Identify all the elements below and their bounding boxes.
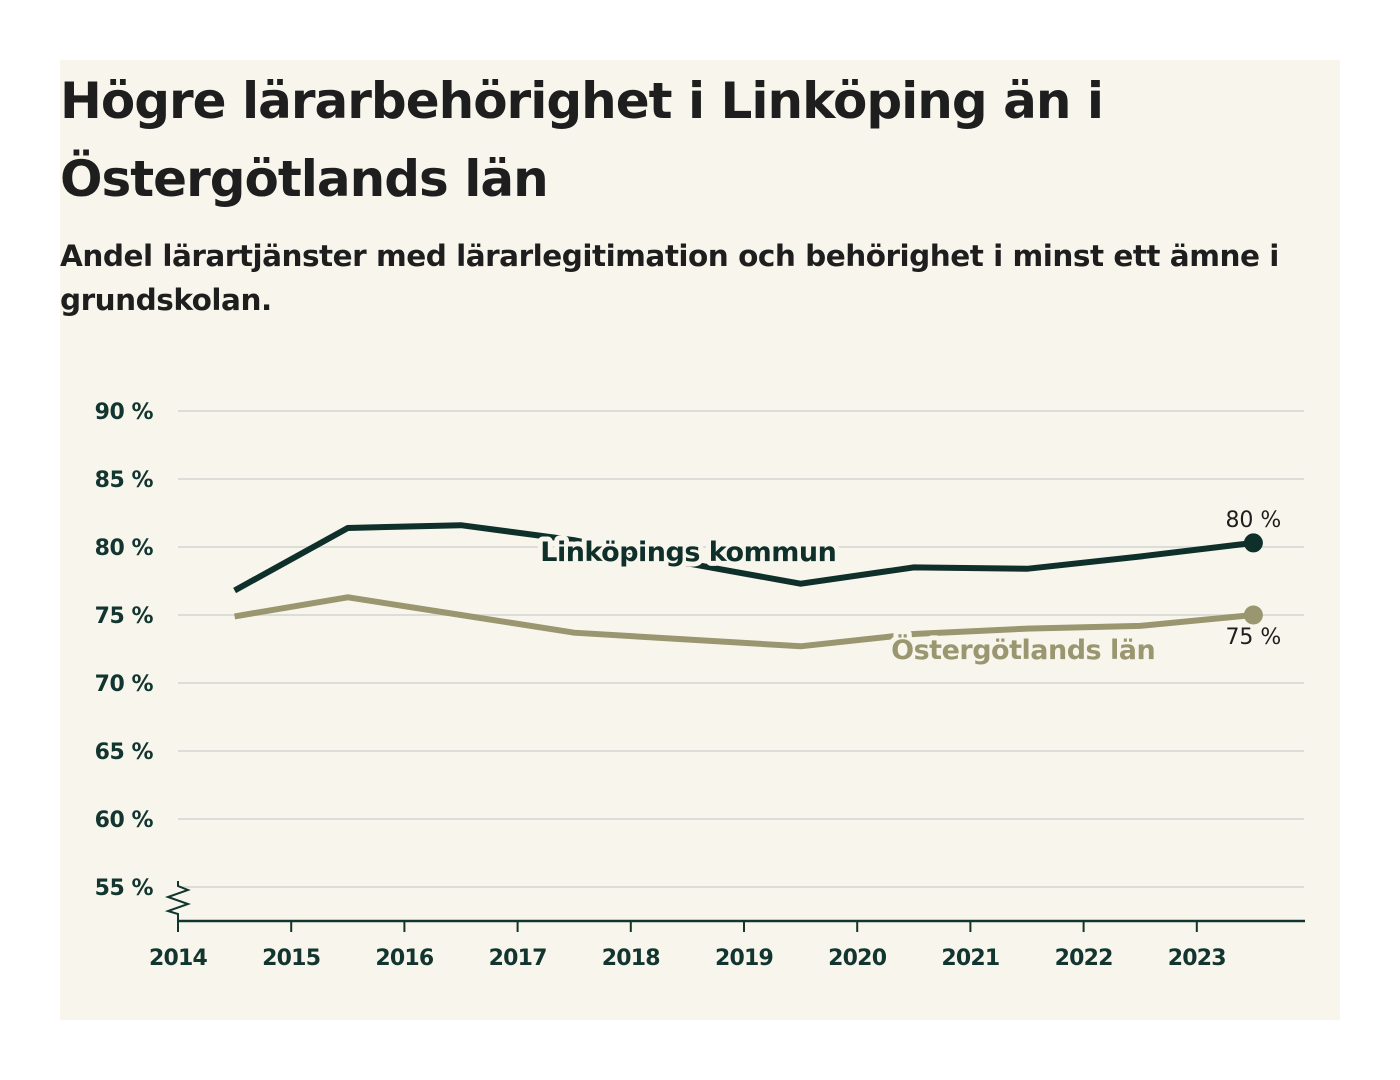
x-tick-label: 2023 bbox=[1168, 946, 1226, 971]
x-tick-label: 2021 bbox=[941, 946, 999, 971]
x-tick-label: 2022 bbox=[1055, 946, 1113, 971]
y-tick-label: 55 % bbox=[95, 876, 154, 901]
axis-break-icon bbox=[164, 881, 192, 921]
y-tick-label: 60 % bbox=[95, 808, 154, 833]
x-tick-label: 2015 bbox=[262, 946, 320, 971]
series-label-linkoping: Linköpings kommun bbox=[540, 537, 836, 568]
chart-title: Högre lärarbehörighet i Linköping än i Ö… bbox=[60, 72, 1104, 208]
series-labels: 75 % 80 % Linköpings kommun Östergötlands l… bbox=[535, 508, 1281, 671]
series-line-ostergotland bbox=[234, 594, 1254, 650]
y-tick-label: 65 % bbox=[95, 740, 154, 765]
y-tick-label: 70 % bbox=[95, 672, 154, 697]
x-tick-label: 2016 bbox=[375, 946, 434, 971]
y-axis-ticks: 90 % 85 % 80 % 75 % 70 % 65 % 60 % 55 % bbox=[95, 400, 154, 901]
series-lines bbox=[233, 522, 1263, 650]
end-point-marker bbox=[1243, 605, 1263, 625]
series-label-ostergotland: Östergötlands län bbox=[891, 633, 1155, 666]
x-tick-label: 2019 bbox=[715, 946, 773, 971]
end-value-label: 80 % bbox=[1225, 508, 1281, 533]
series-line-linkoping bbox=[233, 522, 1254, 594]
x-tick-label: 2018 bbox=[602, 946, 660, 971]
end-value-label: 75 % bbox=[1225, 625, 1281, 650]
y-tick-label: 85 % bbox=[95, 468, 154, 493]
gridlines bbox=[178, 410, 1304, 888]
chart-subtitle: Andel lärartjänster med lärarlegitimatio… bbox=[60, 239, 1279, 317]
end-point-marker bbox=[1243, 533, 1263, 553]
y-tick-label: 80 % bbox=[95, 536, 154, 561]
x-tick-label: 2014 bbox=[149, 946, 208, 971]
y-tick-label: 75 % bbox=[95, 604, 154, 629]
x-tick-label: 2017 bbox=[489, 946, 547, 971]
x-axis: 2014 2015 2016 2017 2018 2019 2020 2021 2022 2023 bbox=[149, 881, 1305, 971]
x-tick-label: 2020 bbox=[828, 946, 887, 971]
chart-card bbox=[60, 60, 1340, 1020]
y-tick-label: 90 % bbox=[95, 400, 154, 425]
